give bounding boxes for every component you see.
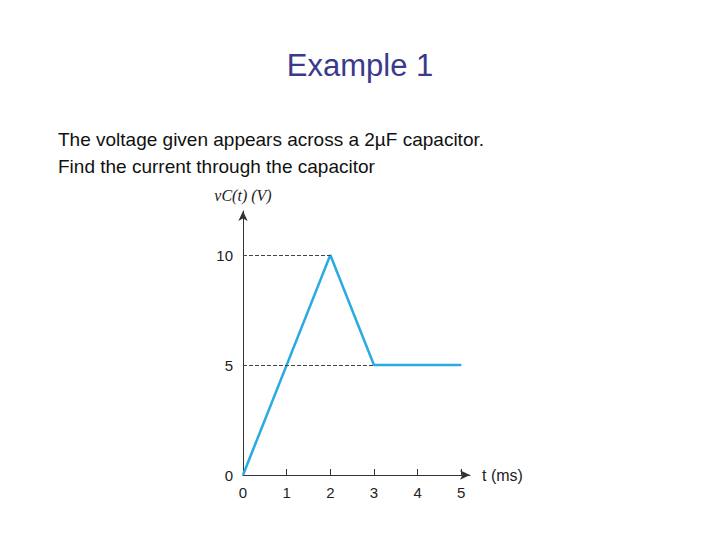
svg-text:vC(t) (V): vC(t) (V) — [214, 187, 271, 205]
svg-text:1: 1 — [282, 484, 290, 501]
svg-text:0: 0 — [225, 467, 233, 484]
svg-text:t (ms): t (ms) — [482, 467, 523, 484]
svg-text:2: 2 — [326, 484, 334, 501]
svg-text:5: 5 — [225, 357, 233, 374]
html-text:Find the current through the c: Find the current through the capacitor — [58, 156, 375, 177]
svg-text:0: 0 — [239, 484, 247, 501]
html-text:Example 1: Example 1 — [286, 48, 434, 83]
svg-text:4: 4 — [413, 484, 421, 501]
svg-text:5: 5 — [457, 484, 465, 501]
svg-text:10: 10 — [216, 247, 233, 264]
html-text:The voltage given appears acro: The voltage given appears across a 2µF c… — [58, 129, 484, 150]
svg-text:3: 3 — [370, 484, 378, 501]
